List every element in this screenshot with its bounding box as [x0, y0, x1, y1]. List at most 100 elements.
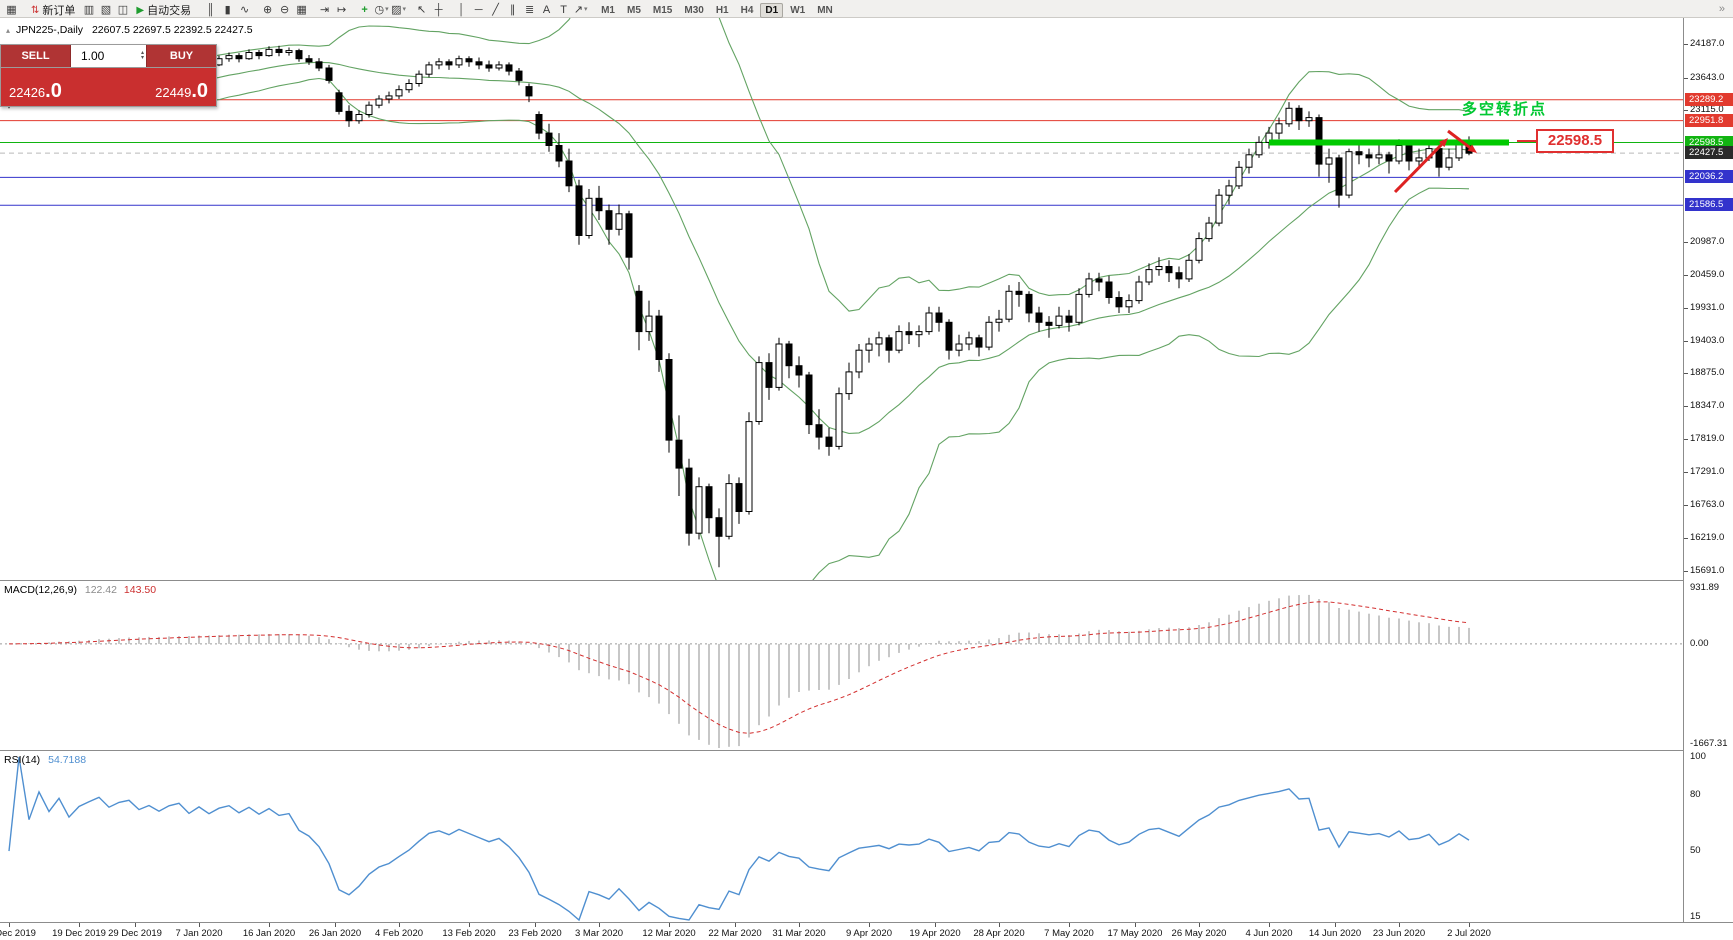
- price-axis-label: 18347.0: [1690, 400, 1725, 411]
- macd-axis-label: 0.00: [1690, 638, 1709, 649]
- macd-main-value: 122.42: [84, 584, 117, 596]
- bar-chart-icon[interactable]: ║: [206, 3, 215, 16]
- time-axis-label: 17 May 2020: [1107, 928, 1163, 939]
- text-icon[interactable]: A: [542, 3, 551, 16]
- turning-point-annotation: 多空转折点: [1462, 101, 1548, 118]
- rsi-chart-canvas[interactable]: [0, 751, 1683, 922]
- arrows-tool-icon[interactable]: ↗ ▾: [573, 3, 588, 16]
- time-axis-label: 7 May 2020: [1044, 928, 1094, 939]
- channel-icon[interactable]: ∥: [509, 3, 516, 16]
- timeframe-m1[interactable]: M1: [601, 4, 615, 16]
- time-axis-label: 2 Jul 2020: [1447, 928, 1491, 939]
- sell-price[interactable]: 22426.0: [9, 80, 62, 102]
- candles: [5, 45, 1473, 568]
- timeframe-h1[interactable]: H1: [715, 4, 729, 16]
- chart-shift-icon[interactable]: ↦: [336, 3, 347, 16]
- vertical-line-icon[interactable]: │: [458, 3, 466, 16]
- rsi-pane[interactable]: RSI(14) 54.7188: [0, 751, 1683, 922]
- price-axis-badge: 21586.5: [1685, 198, 1733, 211]
- lot-size-input[interactable]: 1.00 ▴ ▾: [71, 45, 146, 67]
- label-icon[interactable]: T: [560, 3, 567, 16]
- rsi-axis-label: 80: [1690, 789, 1701, 800]
- time-axis-label: 31 Mar 2020: [772, 928, 826, 939]
- timeframe-h4[interactable]: H4: [740, 4, 754, 16]
- rsi-axis-label: 100: [1690, 751, 1706, 762]
- chart-window-icon[interactable]: ▦: [6, 3, 17, 16]
- time-axis-label: 3 Mar 2020: [574, 928, 624, 939]
- time-axis-label: 7 Jan 2020: [175, 928, 223, 939]
- timeframe-buttons: M1 M5 M15 M30 H1 H4 D1 W1 MN: [595, 0, 839, 18]
- horizontal-line-icon[interactable]: ─: [474, 3, 483, 16]
- chart-header: ▴ JPN225-,Daily 22607.5 22697.5 22392.5 …: [6, 24, 253, 36]
- auto-scroll-icon[interactable]: ⇥: [319, 3, 330, 16]
- time-axis-label: 23 Feb 2020: [508, 928, 562, 939]
- autotrade-button[interactable]: ▶ 自动交易: [136, 4, 192, 18]
- time-axis-label: 29 Dec 2019: [108, 928, 162, 939]
- line-chart-icon[interactable]: ∿: [239, 3, 250, 16]
- pane-separator[interactable]: [0, 750, 1733, 751]
- toolbar: ▦ ⇅ 新订单 ▥ ▧ ◫ ▶ 自动交易 ║ ▮ ∿ ⊕ ⊖ ▦ ⇥ ↦ + ◷ ▾ ▨ ▾ ↖ ┼ │ ─ ╱ ∥ ≣ A T ↗ ▾ M1…: [0, 0, 1733, 18]
- time-axis-label: 26 Jan 2020: [308, 928, 362, 939]
- zoom-in-icon[interactable]: ⊕: [262, 3, 273, 16]
- rsi-axis-label: 15: [1690, 911, 1701, 922]
- timeframe-m5[interactable]: M5: [627, 4, 641, 16]
- templates-icon[interactable]: ▨ ▾: [391, 3, 407, 16]
- price-axis-label: 17291.0: [1690, 466, 1725, 477]
- indicators-icon[interactable]: +: [361, 3, 368, 16]
- lot-size-value: 1.00: [81, 49, 105, 63]
- time-axis-label: 22 Mar 2020: [708, 928, 762, 939]
- toolbar-overflow-icon[interactable]: »: [1718, 2, 1725, 15]
- lot-increase-button[interactable]: ▴: [140, 50, 144, 56]
- autotrade-icon: ▶: [136, 4, 145, 16]
- price-axis-label: 18875.0: [1690, 367, 1725, 378]
- time-axis-label: 13 Feb 2020: [442, 928, 496, 939]
- time-axis-label: 16 Jan 2020: [242, 928, 296, 939]
- time-axis-label: 9 Apr 2020: [846, 928, 892, 939]
- navigator-icon[interactable]: ▧: [100, 3, 112, 16]
- time-axis-label: 14 Jun 2020: [1308, 928, 1362, 939]
- buy-button[interactable]: BUY: [146, 45, 216, 67]
- tile-windows-icon[interactable]: ▦: [296, 3, 307, 16]
- buy-price[interactable]: 22449.0: [155, 80, 208, 102]
- price-axis-label: 23643.0: [1690, 72, 1725, 83]
- timeframe-m30[interactable]: M30: [684, 4, 704, 16]
- main-chart-pane[interactable]: ▴ JPN225-,Daily 22607.5 22697.5 22392.5 …: [0, 18, 1683, 580]
- terminal-icon[interactable]: ◫: [117, 3, 129, 16]
- lot-decrease-button[interactable]: ▾: [140, 55, 144, 61]
- candlestick-chart-icon[interactable]: ▮: [224, 3, 231, 16]
- price-axis[interactable]: 24187.0 23643.0 23115.0 20987.0 20459.0 19931…: [1683, 18, 1733, 922]
- ohlc-values: 22607.5 22697.5 22392.5 22427.5: [91, 24, 253, 36]
- price-callout-box: 22598.5: [1536, 129, 1614, 153]
- price-axis-badge: 22598.5: [1685, 136, 1733, 149]
- macd-pane[interactable]: MACD(12,26,9) 122.42 143.50: [0, 581, 1683, 750]
- timeframe-d1[interactable]: D1: [760, 2, 784, 18]
- crosshair-icon[interactable]: ┼: [434, 3, 443, 16]
- symbol-period-label: JPN225-,Daily: [15, 24, 84, 36]
- price-axis-label: 20459.0: [1690, 269, 1725, 280]
- periods-icon[interactable]: ◷ ▾: [374, 3, 389, 16]
- timeframe-mn[interactable]: MN: [817, 4, 833, 16]
- macd-signal-value: 143.50: [123, 584, 157, 596]
- candlestick-chart-canvas[interactable]: [0, 18, 1683, 580]
- sell-button[interactable]: SELL: [1, 45, 71, 67]
- quick-trade-toggle-icon[interactable]: ▴: [6, 26, 11, 35]
- price-axis-label: 23115.0: [1690, 104, 1724, 115]
- macd-chart-canvas[interactable]: [0, 581, 1683, 750]
- macd-label: MACD(12,26,9) 122.42 143.50: [4, 584, 157, 596]
- market-watch-icon[interactable]: ▥: [83, 3, 95, 16]
- timeframe-w1[interactable]: W1: [790, 4, 806, 16]
- time-axis-label: 19 Dec 2019: [52, 928, 106, 939]
- zoom-out-icon[interactable]: ⊖: [279, 3, 290, 16]
- price-axis-badge: 23289.2: [1685, 93, 1733, 106]
- cursor-icon[interactable]: ↖: [416, 3, 427, 16]
- highlight-bar: [1269, 139, 1509, 146]
- trendline-icon[interactable]: ╱: [492, 3, 499, 16]
- time-axis-label: 12 Mar 2020: [642, 928, 696, 939]
- time-axis-label: 28 Apr 2020: [973, 928, 1025, 939]
- fibonacci-icon[interactable]: ≣: [524, 3, 535, 16]
- timeframe-m15[interactable]: M15: [652, 4, 673, 16]
- price-axis-label: 19931.0: [1690, 302, 1725, 313]
- new-order-button[interactable]: ⇅ 新订单: [31, 4, 76, 18]
- pane-separator[interactable]: [0, 580, 1733, 581]
